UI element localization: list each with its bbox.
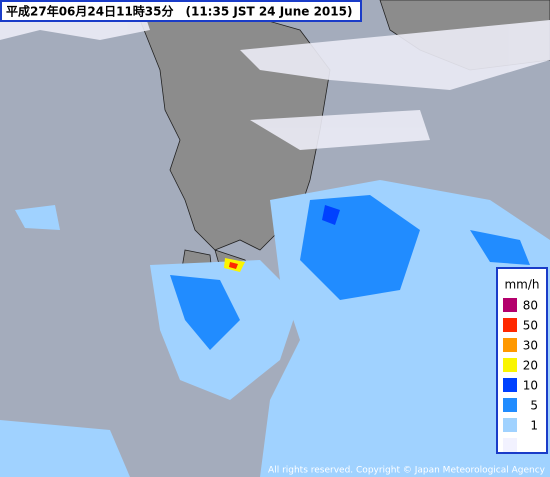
rain-area (170, 275, 240, 350)
legend-swatch (503, 358, 517, 372)
rain-area (470, 230, 530, 265)
rain-area (322, 205, 340, 225)
legend-swatch (503, 418, 517, 432)
legend-label: 50 (523, 319, 538, 333)
cloud (250, 110, 430, 150)
legend-unit: mm/h (504, 278, 539, 292)
header-box (0, 0, 362, 22)
header-title: 平成27年06月24日11時35分 (11:35 JST 24 June 201… (6, 4, 352, 19)
rain-area (229, 262, 238, 269)
legend-label: 10 (523, 379, 538, 393)
legend-label: 30 (523, 339, 538, 353)
legend-label: 5 (530, 399, 538, 413)
rain-area (0, 420, 130, 477)
legend-swatch (503, 398, 517, 412)
cloud (240, 20, 550, 90)
legend-swatch (503, 438, 517, 452)
legend-label: 1 (530, 419, 538, 433)
rain-area (15, 205, 60, 230)
legend-swatch (503, 318, 517, 332)
legend-swatch (503, 378, 517, 392)
legend-label: 80 (523, 299, 538, 313)
copyright: All rights reserved. Copyright © Japan M… (268, 466, 546, 476)
precipitation (0, 180, 550, 477)
legend-label: 20 (523, 359, 538, 373)
legend-swatch (503, 338, 517, 352)
legend-swatch (503, 298, 517, 312)
